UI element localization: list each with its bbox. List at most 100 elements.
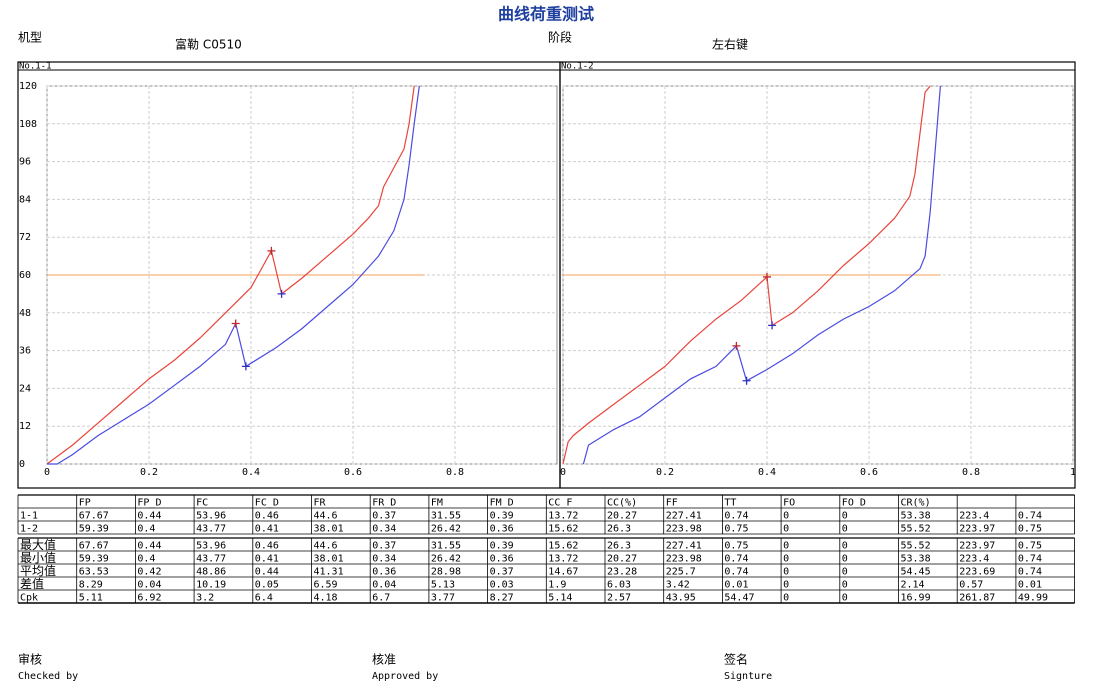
table-cell: 20.27 [607, 554, 637, 565]
table-cell: 223.97 [959, 524, 995, 535]
peak-marker [732, 341, 741, 350]
table-cell: 6.59 [314, 580, 338, 591]
table-cell: 59.39 [79, 524, 109, 535]
table-cell: 0 [783, 580, 789, 591]
panel-title: No.1-1 [19, 62, 52, 72]
table-cell: 0.39 [490, 541, 514, 552]
column-header: FP_D [137, 498, 161, 509]
table-cell: 0.04 [137, 580, 161, 591]
table-cell: 14.67 [548, 567, 578, 578]
table-cell: 261.87 [959, 593, 995, 604]
table-cell: 59.39 [79, 554, 109, 565]
table-cell: 55.52 [901, 541, 931, 552]
table-cell: 67.67 [79, 541, 109, 552]
x-tick-label: 0.6 [860, 467, 878, 478]
column-header: CC(%) [607, 498, 637, 509]
table-cell: 0.4 [137, 524, 155, 535]
y-tick-label: 36 [19, 346, 31, 357]
table-cell: 41.31 [314, 567, 344, 578]
report-title: 曲线荷重测试 [498, 5, 594, 24]
x-tick-label: 0 [44, 467, 50, 478]
model-label: 机型 [18, 31, 42, 45]
table-cell: 平均值 [20, 563, 56, 578]
table-cell: 44.6 [314, 541, 338, 552]
table-cell: 1-1 [20, 511, 38, 522]
column-header: FM [431, 498, 443, 509]
table-cell: 43.95 [666, 593, 696, 604]
table-cell: 0.37 [490, 567, 514, 578]
column-header: CR(%) [901, 498, 931, 509]
peak-marker [768, 321, 777, 330]
y-tick-label: 48 [19, 308, 31, 319]
peak-marker [763, 272, 771, 281]
table-cell: 223.97 [959, 541, 995, 552]
table-cell: 0.75 [1018, 524, 1042, 535]
table-cell: 3.42 [666, 580, 690, 591]
table-cell: 0.74 [1018, 554, 1042, 565]
table-cell: 0 [842, 524, 848, 535]
table-cell: 223.98 [666, 554, 702, 565]
table-cell: 0 [842, 511, 848, 522]
peak-marker [241, 362, 250, 371]
table-cell: 0.39 [490, 511, 514, 522]
table-cell: 3.2 [196, 593, 214, 604]
curve [582, 85, 941, 465]
stage-label: 阶段 [548, 30, 572, 45]
table-cell: 1-2 [20, 524, 38, 535]
table-cell: 4.18 [314, 593, 338, 604]
curve [562, 85, 931, 465]
table-cell: 0 [783, 593, 789, 604]
table-cell: 0.41 [255, 554, 279, 565]
table-cell: 16.99 [901, 593, 931, 604]
model: 富勒 C0510 [175, 37, 242, 52]
table-cell: 15.62 [548, 524, 578, 535]
peak-marker [231, 319, 240, 328]
table-cell: 0.46 [255, 511, 279, 522]
table-cell: 0.01 [1018, 580, 1042, 591]
column-header: FF [666, 498, 678, 509]
table-cell: 6.03 [607, 580, 631, 591]
y-tick-label: 12 [19, 421, 31, 432]
table-cell: 44.6 [314, 511, 338, 522]
table-cell: 1.9 [548, 580, 566, 591]
x-tick-label: 0.8 [962, 467, 980, 478]
table-cell: 0 [842, 567, 848, 578]
table-cell: 0 [783, 511, 789, 522]
table-cell: 0.74 [724, 567, 748, 578]
x-tick-label: 0.2 [656, 467, 674, 478]
table-cell: 31.55 [431, 541, 461, 552]
table-cell: 54.45 [901, 567, 931, 578]
table-cell: 53.38 [901, 511, 931, 522]
signoff-label: 核准 [372, 653, 396, 667]
signoff-label: 审核 [18, 652, 42, 667]
table-cell: Cpk [20, 593, 38, 604]
table-cell: 223.4 [959, 511, 989, 522]
y-tick-label: 96 [19, 157, 31, 168]
table-cell: 6.4 [255, 593, 273, 604]
column-header: FC_D [255, 498, 279, 509]
stage: 左右键 [712, 37, 748, 52]
table-cell: 0.44 [137, 541, 161, 552]
table-cell: 0 [842, 593, 848, 604]
table-cell: 55.52 [901, 524, 931, 535]
peak-marker [742, 376, 751, 385]
table-cell: 223.4 [959, 554, 989, 565]
table-cell: 0.74 [724, 554, 748, 565]
table-cell: 67.67 [79, 511, 109, 522]
table-cell: 225.7 [666, 567, 696, 578]
table-cell: 0.74 [1018, 511, 1042, 522]
table-cell: 0.04 [372, 580, 396, 591]
signoff-sub: Approved by [372, 671, 438, 682]
table-cell: 26.42 [431, 524, 461, 535]
x-tick-label: 0 [560, 467, 566, 478]
peak-marker [277, 289, 286, 298]
table-cell: 0.75 [724, 541, 748, 552]
table-cell: 13.72 [548, 554, 578, 565]
y-tick-label: 72 [19, 232, 31, 243]
peak-marker [267, 246, 276, 255]
table-cell: 0.36 [372, 567, 396, 578]
x-tick-label: 0.6 [344, 467, 362, 478]
table-cell: 0.75 [1018, 541, 1042, 552]
table-cell: 2.57 [607, 593, 631, 604]
